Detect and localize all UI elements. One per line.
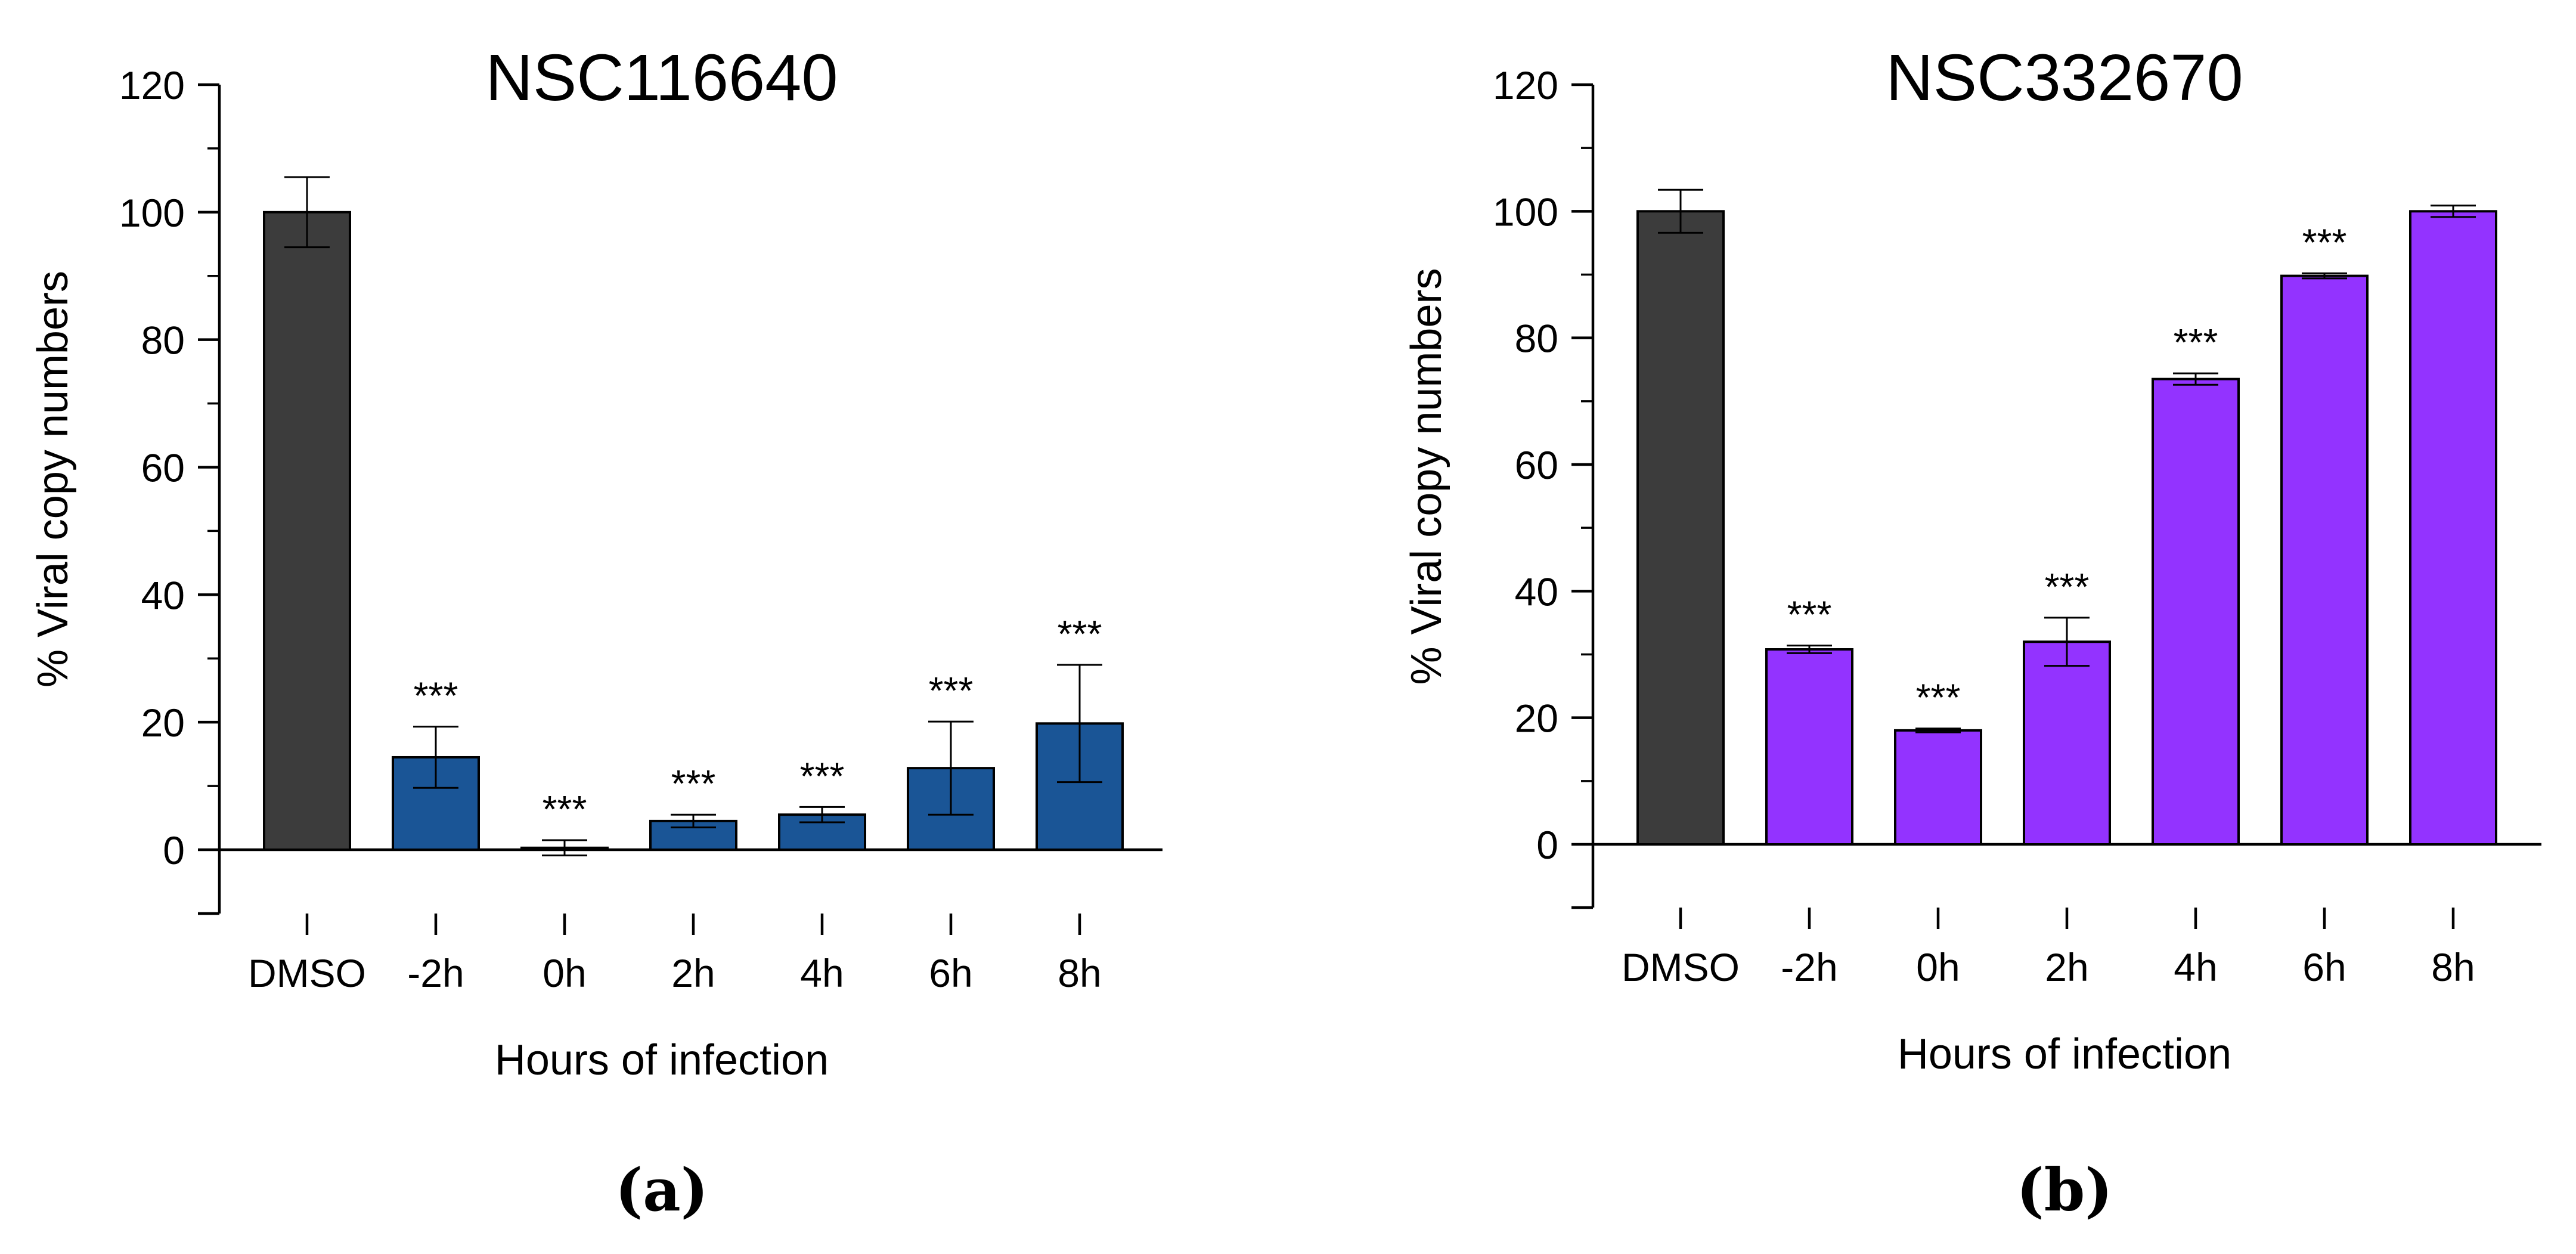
y-tick-label: 80 bbox=[141, 318, 185, 363]
bar bbox=[1894, 729, 1982, 846]
chart-panel-a: NSC116640 0 20 40 60 80 100 120 % Viral copy num… bbox=[29, 41, 1163, 1225]
x-tick-label: 4h bbox=[2174, 945, 2217, 989]
x-axis-label: Hours of infection bbox=[495, 1036, 829, 1084]
chart-title: NSC116640 bbox=[485, 41, 838, 114]
chart-title: NSC332670 bbox=[1886, 41, 2243, 114]
y-tick-label: 80 bbox=[1515, 317, 1558, 361]
bar bbox=[2280, 274, 2369, 846]
y-tick-label: 40 bbox=[141, 573, 185, 617]
bar bbox=[1765, 648, 1853, 846]
significance-label: *** bbox=[2174, 321, 2218, 364]
y-tick-label: 60 bbox=[1515, 443, 1558, 487]
x-tick-label: 2h bbox=[2045, 945, 2088, 989]
y-tick-label: 100 bbox=[1493, 190, 1558, 234]
y-tick-label: 100 bbox=[119, 191, 185, 235]
x-tick-label: 0h bbox=[543, 951, 586, 995]
panel-label: (b) bbox=[2016, 1156, 2112, 1225]
significance-label: *** bbox=[929, 669, 974, 712]
y-tick-label: 40 bbox=[1515, 569, 1558, 614]
significance-label: *** bbox=[1058, 612, 1102, 655]
panel-label: (a) bbox=[615, 1156, 708, 1225]
x-tick-label: 4h bbox=[800, 951, 844, 995]
y-tick-label: 20 bbox=[1515, 696, 1558, 741]
x-tick-label: 6h bbox=[929, 951, 972, 995]
y-tick-label: 60 bbox=[141, 446, 185, 490]
bar bbox=[2409, 210, 2497, 846]
significance-label: *** bbox=[671, 762, 716, 805]
y-tick-label: 0 bbox=[163, 828, 185, 872]
significance-label: *** bbox=[543, 788, 587, 831]
chart-panel-b: NSC332670 0 20 40 60 80 100 120 % Viral copy num… bbox=[1403, 41, 2541, 1225]
significance-label: *** bbox=[1787, 593, 1832, 636]
y-axis-label: % Viral copy numbers bbox=[29, 271, 77, 688]
x-tick-label: 8h bbox=[1058, 951, 1101, 995]
bar bbox=[1636, 210, 1725, 846]
x-tick-label: DMSO bbox=[1622, 945, 1740, 989]
bar bbox=[2023, 640, 2111, 846]
y-tick-label: 120 bbox=[119, 63, 185, 107]
significance-label: *** bbox=[2045, 565, 2090, 608]
x-tick-label: 6h bbox=[2302, 945, 2346, 989]
significance-label: *** bbox=[414, 674, 458, 717]
x-tick-label: -2h bbox=[1781, 945, 1837, 989]
bar bbox=[263, 210, 351, 851]
x-tick-label: 8h bbox=[2431, 945, 2475, 989]
x-tick-label: -2h bbox=[407, 951, 464, 995]
y-tick-label: 0 bbox=[1536, 823, 1558, 867]
x-tick-label: 0h bbox=[1916, 945, 1960, 989]
x-axis-label: Hours of infection bbox=[1898, 1030, 2231, 1078]
significance-label: *** bbox=[1916, 676, 1961, 719]
significance-label: *** bbox=[2302, 221, 2347, 264]
x-tick-label: DMSO bbox=[248, 951, 366, 995]
y-axis-label: % Viral copy numbers bbox=[1403, 268, 1450, 685]
bar bbox=[2152, 377, 2240, 846]
significance-label: *** bbox=[800, 754, 845, 797]
x-tick-label: 2h bbox=[671, 951, 715, 995]
y-tick-label: 120 bbox=[1493, 63, 1558, 107]
y-tick-label: 20 bbox=[141, 701, 185, 745]
